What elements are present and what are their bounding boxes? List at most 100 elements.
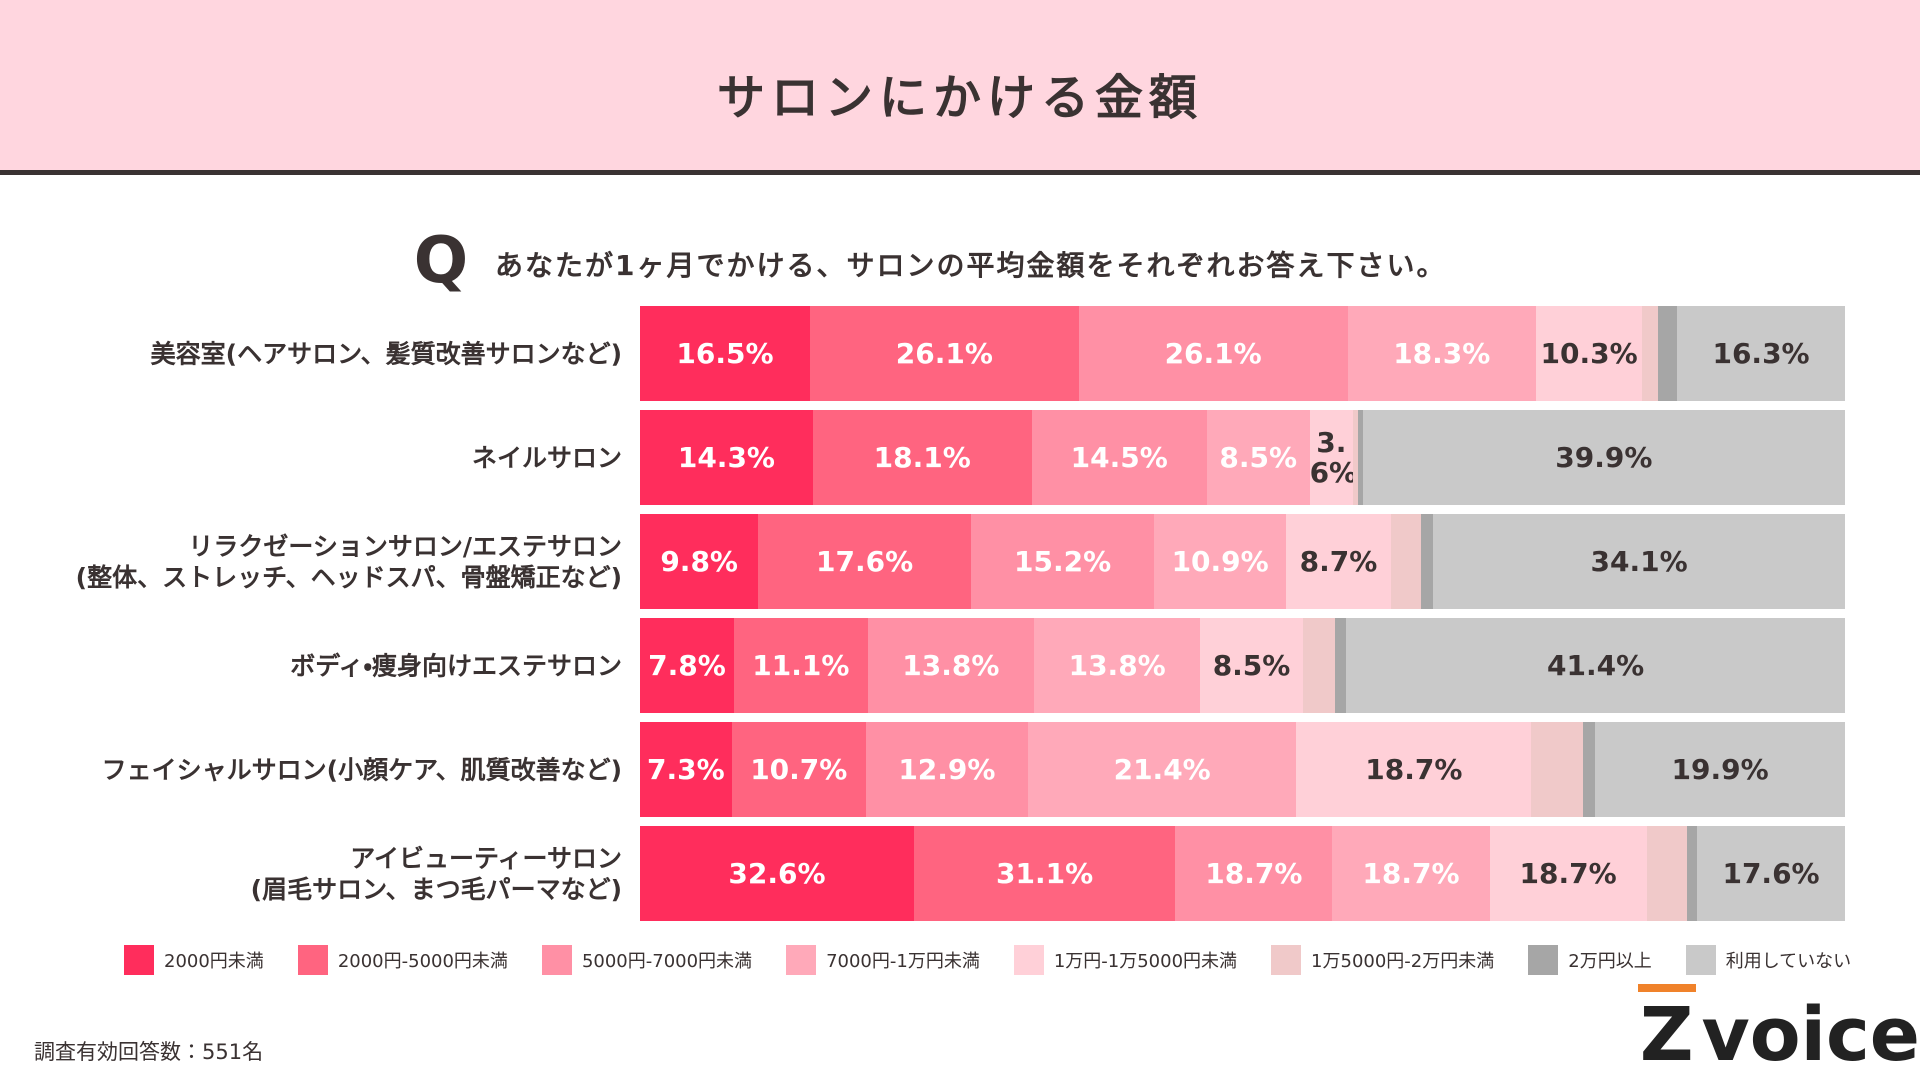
value-label: 19.9% [1671, 753, 1769, 786]
value-label: 18.7% [1362, 857, 1460, 890]
bar-segment [1582, 722, 1596, 817]
value-label: 7.8% [648, 649, 726, 682]
bar-segment: 7.8% [640, 618, 734, 713]
legend-label: 2000円-5000円未満 [337, 951, 508, 972]
bar-segment: 8.7% [1285, 514, 1391, 609]
bar-segment [1353, 410, 1358, 505]
legend-label: 5000円-7000円未満 [581, 951, 753, 972]
value-label: 21.4% [1113, 753, 1211, 786]
legend-label: 1万5000円-2万円未満 [1311, 951, 1495, 972]
legend-swatch [1685, 945, 1716, 975]
bar-segment: 9.8% [640, 514, 759, 609]
bar-segment: 12.9% [865, 722, 1028, 817]
header [0, 0, 1920, 175]
value-label: 11.1% [752, 649, 850, 682]
legend-label: 7000円-1万円未満 [826, 951, 980, 972]
bar-segment: 26.1% [809, 306, 1079, 401]
bar-segment: 31.1% [913, 826, 1176, 921]
bar-segment: 39.9% [1362, 410, 1845, 505]
bar-segment: 8.5% [1206, 410, 1310, 505]
bar-segment [1335, 618, 1347, 713]
legend-item: 2000円未満 [124, 945, 264, 975]
bar-segment: 26.1% [1078, 306, 1348, 401]
bar-segment [1302, 618, 1336, 713]
bar-segment: 13.8% [867, 618, 1035, 713]
bar-segment: 11.1% [733, 618, 868, 713]
value-label: 9.8% [660, 545, 738, 578]
bar-segment: 19.9% [1595, 722, 1845, 817]
bar-segment [1531, 722, 1583, 817]
legend: 2000円未満 2000円-5000円未満 5000円-7000円未満 7000円-1… [124, 945, 1851, 975]
value-label: 7.3% [646, 753, 725, 786]
legend-swatch [1528, 945, 1559, 975]
value-label: 8.5% [1212, 649, 1291, 682]
value-label: 16.5% [676, 337, 774, 370]
title: サロンにかける金額 [716, 70, 1203, 126]
legend-item: 5000円-7000円未満 [541, 945, 753, 975]
bar-segment: 14.5% [1031, 410, 1207, 505]
value-label: 14.3% [677, 441, 775, 474]
bar-segment [1687, 826, 1698, 921]
bar-segment: 8.5% [1200, 618, 1303, 713]
legend-swatch [1013, 945, 1044, 975]
category-label: 美容室(ヘアサロン、髪質改善サロンなど) [150, 339, 622, 368]
bar-segment: 10.9% [1154, 514, 1286, 609]
question: あなたが1ヶ月でかける、サロンの平均金額をそれぞれお答え下さい。 [495, 249, 1447, 282]
bar-segment: 3.6% [1309, 410, 1358, 505]
value-label: 26.1% [895, 337, 993, 370]
value-label: 31.1% [996, 857, 1094, 890]
bar-segment: 18.3% [1347, 306, 1537, 401]
value-label: 15.2% [1014, 545, 1112, 578]
category-label: アイビューティーサロン (眉毛サロン、まつ毛パーマなど) [250, 843, 622, 904]
category-label: ネイルサロン [471, 443, 622, 472]
bar-segment: 17.6% [1697, 826, 1845, 921]
value-label: 18.3% [1393, 337, 1491, 370]
logo-mark: Z [1637, 984, 1696, 1078]
bar-segment [1657, 306, 1678, 401]
value-label: 34.1% [1590, 545, 1688, 578]
legend-swatch [786, 945, 817, 975]
legend-item: 2000円-5000円未満 [297, 945, 508, 975]
bar-segment: 18.7% [1175, 826, 1333, 921]
bar-segment: 18.7% [1489, 826, 1647, 921]
bar-segment: 10.7% [731, 722, 866, 817]
bar-segment: 17.6% [758, 514, 971, 609]
bar-segment: 7.3% [640, 722, 732, 817]
bar-segment: 32.6% [640, 826, 914, 921]
legend-item: 1万5000円-2万円未満 [1271, 945, 1494, 975]
bar-segment: 16.3% [1677, 306, 1845, 401]
bar-segment: 18.7% [1296, 722, 1532, 817]
legend-swatch [297, 945, 328, 975]
value-label: 39.9% [1555, 441, 1653, 474]
value-label: 10.3% [1540, 337, 1638, 370]
bar-segment: 18.7% [1332, 826, 1490, 921]
value-label: 26.1% [1164, 337, 1262, 370]
category-label: リラクゼーションサロン/エステサロン (整体、ストレッチ、ヘッドスパ、骨盤矯正な… [75, 531, 622, 592]
bar-segment: 18.1% [812, 410, 1032, 505]
legend-item: 1万円-1万5000円未満 [1013, 945, 1238, 975]
bar-segment: 16.5% [640, 306, 810, 401]
value-label: 3.6% [1309, 425, 1358, 489]
bar-segment: 14.3% [640, 410, 813, 505]
value-label: 32.6% [728, 857, 826, 890]
value-label: 17.6% [1722, 857, 1820, 890]
bar-segment: 13.8% [1034, 618, 1201, 713]
value-label: 18.7% [1365, 753, 1463, 786]
bar-segment [1642, 306, 1658, 401]
value-label: 18.7% [1205, 857, 1303, 890]
legend-label: 2000円未満 [164, 951, 264, 972]
bar-segment: 15.2% [970, 514, 1155, 609]
legend-label: 1万円-1万5000円未満 [1053, 951, 1238, 972]
bar-segment: 21.4% [1027, 722, 1297, 817]
value-label: 16.3% [1712, 337, 1810, 370]
footnote: 調査有効回答数：551名 [34, 1040, 264, 1064]
legend-label: 2万円以上 [1568, 951, 1652, 972]
logo-text: voice [1701, 992, 1920, 1078]
legend-item: 利用していない [1685, 945, 1851, 975]
bar-segment: 34.1% [1433, 514, 1845, 609]
value-label: 14.5% [1070, 441, 1168, 474]
value-label: 10.9% [1171, 545, 1269, 578]
value-label: 12.9% [898, 753, 996, 786]
